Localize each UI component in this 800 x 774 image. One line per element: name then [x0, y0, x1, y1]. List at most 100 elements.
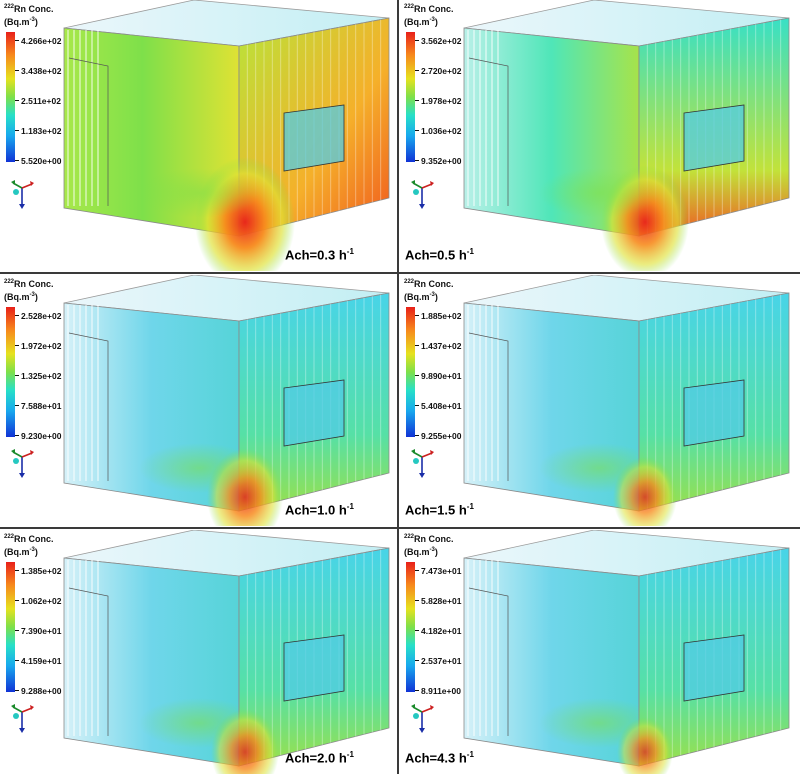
ach-exponent: -1	[466, 750, 474, 759]
colorbar-tick-label: 1.036e+02	[421, 126, 462, 136]
colorbar-tick-label: 9.255e+00	[421, 431, 462, 441]
unit-exponent: -3	[29, 547, 35, 553]
orientation-axes-icon	[11, 180, 34, 209]
legend-title-text: Rn Conc.	[14, 279, 54, 289]
ach-caption: Ach=4.3 h-1	[405, 750, 474, 765]
color-legend: 222Rn Conc. (Bq.m-3) 7.473e+01 5.828e+01 4.1…	[404, 532, 494, 696]
colorbar-tick-mark	[415, 40, 419, 41]
legend-unit: (Bq.m-3)	[4, 15, 94, 28]
colorbar-tick-label: 1.385e+02	[21, 566, 62, 576]
ach-label: Ach=0.5 h	[405, 247, 467, 263]
colorbar-tick-label: 7.473e+01	[421, 566, 462, 576]
door-outline	[468, 57, 509, 206]
legend-unit: (Bq.m-3)	[404, 545, 494, 558]
vertical-divider	[397, 0, 399, 774]
colorbar-tick-label: 9.288e+00	[21, 686, 62, 696]
green-region	[539, 168, 659, 218]
unit-close: )	[34, 547, 38, 557]
colorbar-tick-label: 9.890e+01	[421, 371, 462, 381]
window-outline	[683, 634, 745, 702]
orientation-axes-icon	[11, 449, 34, 478]
orientation-axes-icon	[11, 704, 34, 733]
colorbar	[406, 307, 415, 437]
color-legend: 222Rn Conc. (Bq.m-3) 1.385e+02 1.062e+02 7.3…	[4, 532, 94, 696]
window-outline	[283, 379, 345, 447]
colorbar	[6, 562, 15, 692]
colorbar-tick-mark	[415, 435, 419, 436]
unit-base: (Bq.m	[4, 17, 30, 27]
colorbar-tick-label: 1.978e+02	[421, 96, 462, 106]
colorbar-tick-label: 4.182e+01	[421, 626, 462, 636]
legend-title: 222Rn Conc.	[4, 532, 94, 545]
panel-p2: 222Rn Conc. (Bq.m-3) 3.562e+02 2.720e+02 1.9…	[400, 0, 800, 271]
colorbar-tick-label: 1.183e+02	[21, 126, 62, 136]
door-outline	[68, 57, 109, 206]
unit-close: )	[434, 17, 438, 27]
panel-p6: 222Rn Conc. (Bq.m-3) 7.473e+01 5.828e+01 4.1…	[400, 530, 800, 774]
legend-title-text: Rn Conc.	[14, 4, 54, 14]
colorbar-tick-mark	[415, 315, 419, 316]
colorbar-tick-label: 3.438e+02	[21, 66, 62, 76]
ach-caption: Ach=1.0 h-1	[285, 502, 354, 517]
colorbar	[6, 307, 15, 437]
unit-close: )	[434, 547, 438, 557]
room-visualization	[463, 530, 790, 774]
colorbar-tick-mark	[15, 600, 19, 601]
green-region	[539, 698, 659, 748]
legend-title: 222Rn Conc.	[4, 2, 94, 15]
unit-exponent: -3	[429, 292, 435, 298]
colorbar	[6, 32, 15, 162]
colorbar-tick-mark	[15, 40, 19, 41]
ach-exponent: -1	[466, 247, 474, 256]
colorbar-tick-mark	[15, 435, 19, 436]
colorbar-tick-label: 1.972e+02	[21, 341, 62, 351]
unit-base: (Bq.m	[404, 17, 430, 27]
colorbar-tick-label: 1.062e+02	[21, 596, 62, 606]
window-outline	[283, 634, 345, 702]
panel-p3: 222Rn Conc. (Bq.m-3) 2.528e+02 1.972e+02 1.3…	[0, 275, 396, 526]
ach-label: Ach=1.5 h	[405, 502, 467, 518]
ach-caption: Ach=0.3 h-1	[285, 247, 354, 262]
color-legend: 222Rn Conc. (Bq.m-3) 2.528e+02 1.972e+02 1.3…	[4, 277, 94, 441]
unit-base: (Bq.m	[4, 547, 30, 557]
unit-exponent: -3	[29, 17, 35, 23]
panel-p5: 222Rn Conc. (Bq.m-3) 1.385e+02 1.062e+02 7.3…	[0, 530, 396, 774]
colorbar-tick-label: 2.720e+02	[421, 66, 462, 76]
unit-close: )	[34, 17, 38, 27]
legend-unit: (Bq.m-3)	[404, 290, 494, 303]
room-visualization	[63, 275, 390, 526]
room-visualization	[463, 0, 790, 271]
colorbar-tick-mark	[15, 345, 19, 346]
unit-base: (Bq.m	[4, 292, 30, 302]
green-region	[139, 698, 259, 748]
legend-unit: (Bq.m-3)	[4, 290, 94, 303]
isotope-superscript: 222	[404, 4, 415, 10]
colorbar-tick-mark	[415, 345, 419, 346]
ach-exponent: -1	[466, 502, 474, 511]
unit-exponent: -3	[429, 17, 435, 23]
isotope-superscript: 222	[404, 534, 415, 540]
colorbar-tick-mark	[15, 570, 19, 571]
colorbar	[406, 562, 415, 692]
colorbar-tick-mark	[15, 315, 19, 316]
panel-p4: 222Rn Conc. (Bq.m-3) 1.885e+02 1.437e+02 9.8…	[400, 275, 800, 526]
colorbar-tick-mark	[15, 690, 19, 691]
colorbar	[406, 32, 415, 162]
isotope-superscript: 222	[4, 534, 15, 540]
isotope-superscript: 222	[4, 279, 15, 285]
legend-title-text: Rn Conc.	[14, 534, 54, 544]
green-region	[139, 168, 259, 218]
legend-title: 222Rn Conc.	[4, 277, 94, 290]
colorbar-tick-label: 5.828e+01	[421, 596, 462, 606]
colorbar-tick-label: 7.588e+01	[21, 401, 62, 411]
orientation-axes-icon	[411, 449, 434, 478]
orientation-axes-icon	[411, 704, 434, 733]
legend-unit: (Bq.m-3)	[404, 15, 494, 28]
isotope-superscript: 222	[4, 4, 15, 10]
colorbar-tick-label: 9.230e+00	[21, 431, 62, 441]
colorbar-tick-label: 2.537e+01	[421, 656, 462, 666]
color-legend: 222Rn Conc. (Bq.m-3) 3.562e+02 2.720e+02 1.9…	[404, 2, 494, 166]
colorbar-tick-mark	[415, 690, 419, 691]
unit-close: )	[34, 292, 38, 302]
isotope-superscript: 222	[404, 279, 415, 285]
